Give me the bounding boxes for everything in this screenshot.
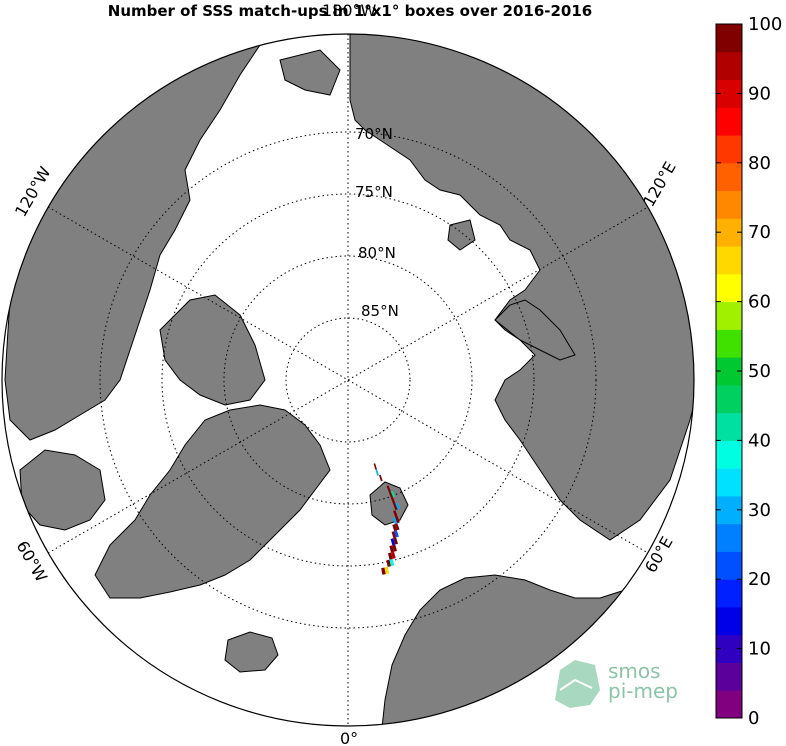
matchup-cell — [373, 463, 377, 470]
colorbar-tick-label: 80 — [748, 153, 771, 174]
lat-circle-70 — [99, 131, 597, 629]
colorbar-swatch — [716, 468, 742, 497]
colorbar-tick-label: 0 — [748, 708, 759, 729]
matchup-cell — [389, 558, 395, 567]
colorbar-tick-label: 50 — [748, 361, 771, 382]
colorbar-swatch — [716, 329, 742, 358]
colorbar-swatch — [716, 579, 742, 608]
lon-label-180w: 180°W — [322, 1, 377, 20]
colorbar-swatch — [716, 246, 742, 275]
matchup-cell — [381, 567, 386, 575]
colorbar-tick-label: 20 — [748, 569, 771, 590]
lat-label-75: 75°N — [355, 183, 393, 201]
colorbar-tick-label: 70 — [748, 222, 771, 243]
matchup-cell — [393, 510, 398, 518]
logo-line1: smos — [608, 659, 661, 683]
colorbar-swatch — [716, 551, 742, 580]
lat-circle-80 — [223, 255, 473, 505]
matchup-cell — [375, 469, 379, 476]
colorbar — [715, 23, 743, 719]
colorbar-tick-label: 30 — [748, 500, 771, 521]
colorbar-swatch — [716, 301, 742, 330]
colorbar-swatch — [716, 24, 742, 53]
colorbar-swatch — [716, 51, 742, 81]
lat-circle-85 — [285, 317, 411, 443]
colorbar-swatch — [716, 273, 742, 303]
matchup-cell — [395, 502, 400, 510]
matchup-cell — [393, 537, 398, 545]
matchup-cell — [386, 559, 391, 567]
colorbar-tick-label: 40 — [748, 430, 771, 451]
lat-circle-75 — [161, 193, 535, 567]
colorbar-swatch — [716, 690, 742, 719]
colorbar-swatch — [716, 190, 742, 219]
matchup-cell — [379, 474, 383, 482]
land-svalbard — [369, 481, 409, 526]
matchup-cell — [388, 552, 393, 560]
matchup-cell — [388, 491, 394, 499]
matchup-cell — [391, 531, 397, 539]
lat-label-85: 85°N — [361, 302, 399, 320]
matchup-cell — [386, 485, 391, 493]
colorbar-swatch — [716, 662, 742, 691]
meridian-60w-120e — [47, 206, 649, 554]
colorbar-swatch — [716, 384, 742, 414]
matchup-cell — [391, 497, 396, 505]
logo-mark — [555, 660, 600, 708]
matchup-cell — [392, 517, 398, 525]
matchup-cell — [392, 544, 397, 552]
lon-label-0: 0° — [340, 729, 358, 746]
colorbar-tick-label: 60 — [748, 292, 771, 313]
logo-mark-wave — [559, 678, 593, 691]
lat-label-80: 80°N — [358, 244, 396, 262]
meridian-120w-60e — [47, 206, 649, 554]
land-franz-josef — [447, 219, 476, 251]
matchup-cells — [373, 463, 400, 575]
smos-pimep-logo: smos pi-mep — [555, 659, 678, 708]
matchup-cell — [393, 503, 398, 511]
lon-label-120e: 120°E — [639, 158, 680, 210]
colorbar-swatch — [716, 606, 742, 636]
land-iceland — [224, 631, 279, 673]
matchup-cell — [390, 490, 396, 498]
land-alaska-chukotka — [279, 49, 341, 96]
graticule — [47, 34, 649, 726]
colorbar-tick-label: 90 — [748, 83, 771, 104]
logo-line2: pi-mep — [608, 679, 678, 703]
colorbar-swatch — [716, 412, 742, 441]
land-ellesmere — [159, 294, 266, 406]
matchup-cell — [390, 538, 396, 546]
matchup-cell — [392, 524, 397, 532]
matchup-cell — [394, 530, 399, 538]
matchup-cell — [384, 566, 390, 575]
lat-label-70: 70°N — [355, 125, 393, 143]
land-baffin-island — [19, 449, 106, 531]
colorbar-swatch — [716, 107, 742, 136]
colorbar-swatch — [716, 162, 742, 192]
colorbar-swatch — [716, 523, 742, 552]
matchup-cell — [389, 545, 394, 553]
colorbar-swatch — [716, 135, 742, 164]
map-frame — [1, 33, 695, 727]
chart-title: Number of SSS match-ups in 1°x1° boxes o… — [107, 2, 593, 20]
colorbar-tick-label: 10 — [748, 639, 771, 660]
matchup-cell — [395, 516, 400, 524]
land-novaya-zemlya — [494, 299, 576, 361]
matchup-cell — [391, 551, 396, 559]
colorbar-swatch — [716, 440, 742, 469]
land-greenland — [94, 404, 331, 599]
matchup-cell — [394, 523, 400, 531]
colorbar-tick-label: 100 — [748, 14, 782, 35]
